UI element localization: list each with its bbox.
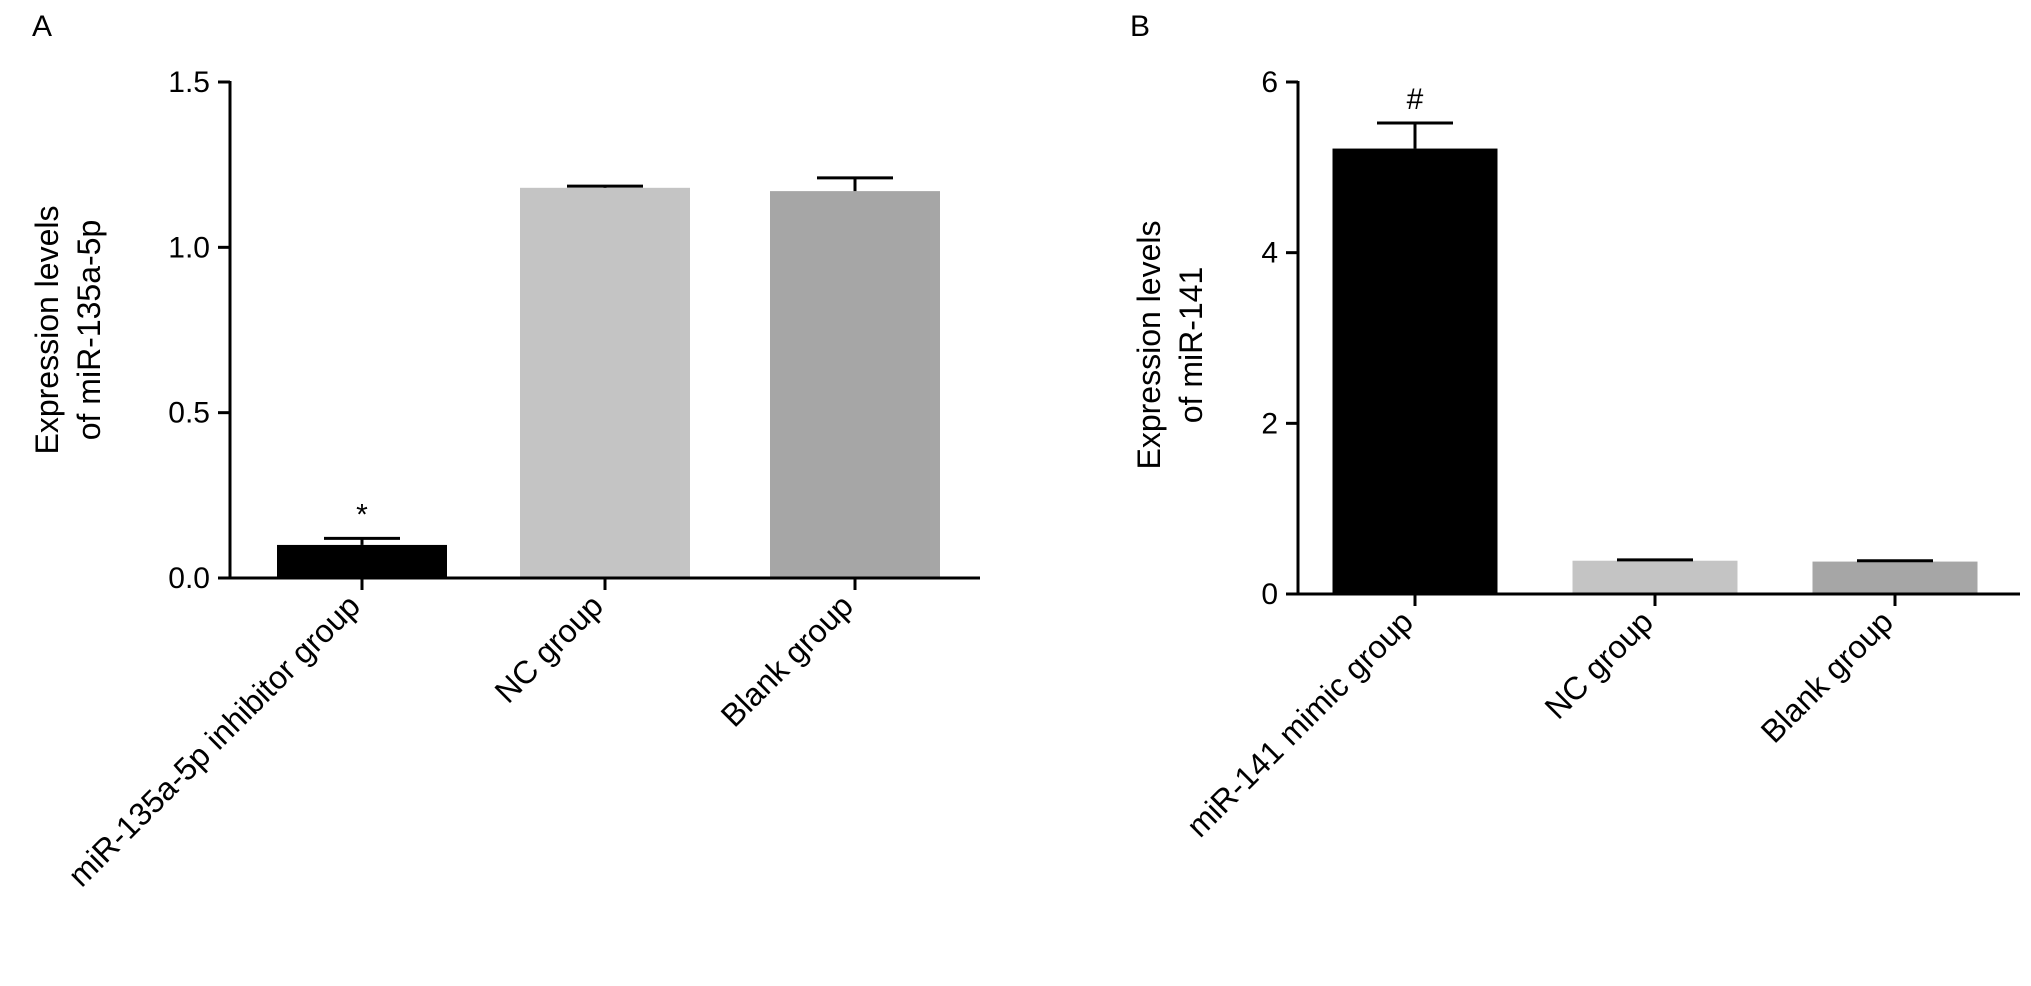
y-tick-label: 4	[1261, 237, 1278, 270]
y-tick-label: 0.5	[168, 397, 210, 430]
x-category-label: miR-141 mimic group	[1179, 603, 1419, 843]
significance-annotation: #	[1407, 83, 1424, 116]
y-tick-label: 0.0	[168, 562, 210, 595]
panel-b: B Expression levels of miR-141 #0 2 4 6 miR-141…	[1130, 10, 2020, 844]
x-category-label: miR-135a-5p inhibitor group	[61, 587, 367, 893]
y-axis-title-line: Expression levels	[1131, 221, 1167, 470]
significance-annotation: *	[356, 498, 368, 531]
bar-2	[520, 187, 690, 578]
y-axis-title-line: of miR-135a-5p	[71, 220, 107, 441]
y-tick-label: 1.5	[168, 66, 210, 99]
bar-2	[1572, 560, 1738, 594]
panel-letter: B	[1130, 10, 1150, 43]
bar-3	[770, 191, 940, 578]
bar-1	[1332, 148, 1498, 594]
y-tick-label: 0	[1261, 578, 1278, 611]
x-category-label: NC group	[488, 587, 610, 709]
x-category-label: NC group	[1538, 603, 1660, 725]
y-tick-label: 2	[1261, 407, 1278, 440]
y-axis-title-line: Expression levels	[29, 206, 65, 455]
y-tick-label: 6	[1261, 66, 1278, 99]
y-tick-label: 1.0	[168, 231, 210, 264]
bar-3	[1812, 561, 1978, 594]
panel-a: A Expression levels of miR-135a-5p * 0.0 0.5 1…	[29, 10, 980, 893]
x-category-label: Blank group	[1754, 603, 1900, 749]
panel-letter: A	[32, 10, 52, 43]
y-axis-title-line: of miR-141	[1173, 267, 1209, 424]
x-category-label: Blank group	[714, 587, 860, 733]
bar-1	[277, 544, 447, 578]
